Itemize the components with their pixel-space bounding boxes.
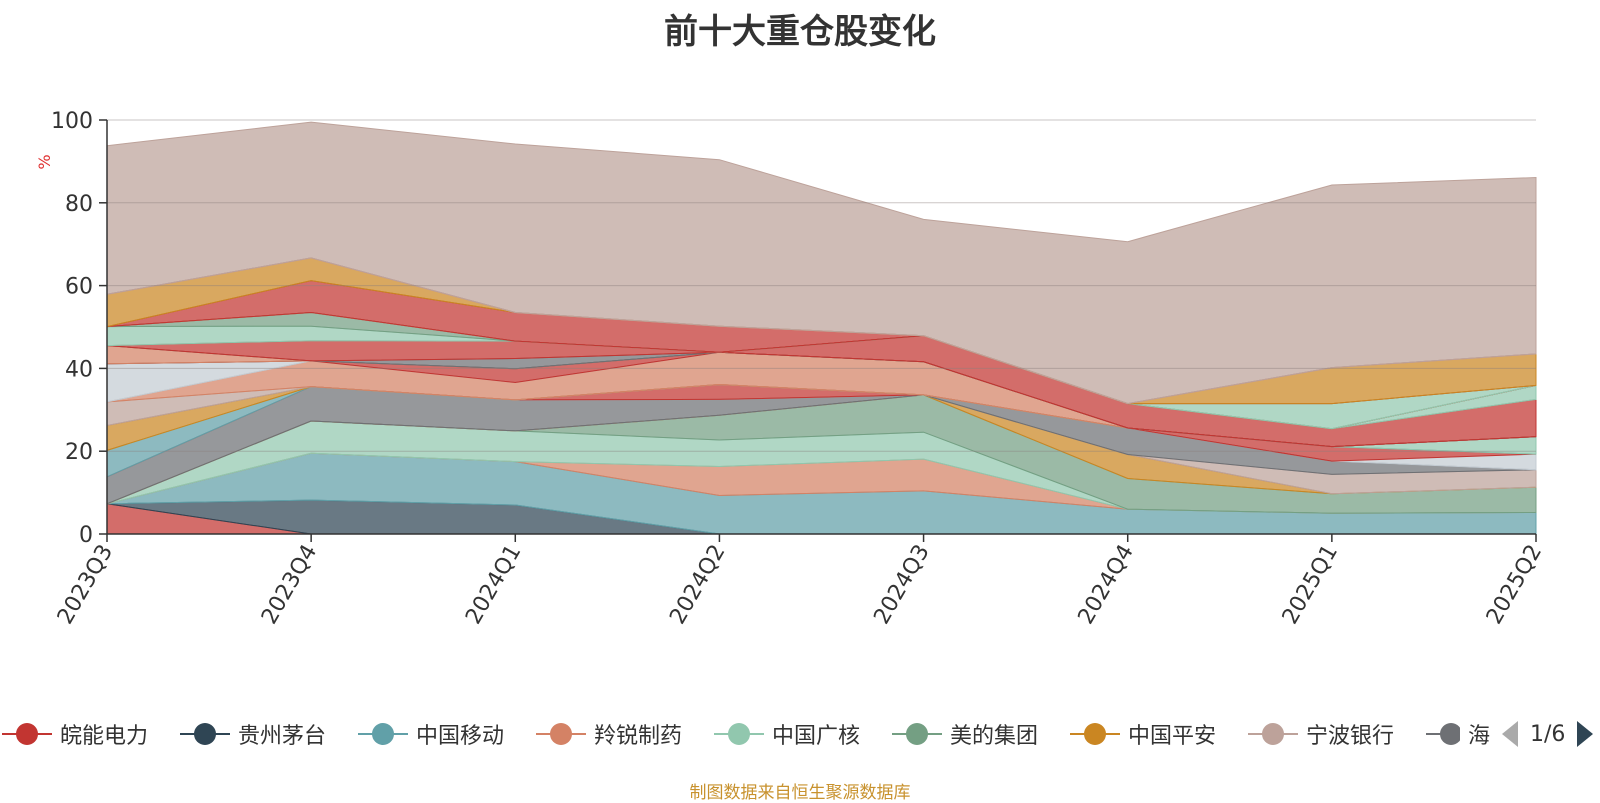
x-tick-label: 2023Q4 [257, 541, 322, 629]
legend-marker-icon [1248, 723, 1298, 745]
x-tick-label: 2025Q2 [1482, 541, 1547, 629]
legend: 皖能电力 贵州茅台 中国移动 羚锐制药 中国广核 美的集团 中国平安 宁波银行 海 1/6 [0, 712, 1600, 756]
legend-marker-icon [892, 723, 942, 745]
legend-label: 美的集团 [950, 724, 1039, 749]
legend-item[interactable]: 皖能电力 [2, 712, 148, 756]
y-tick-label: 0 [79, 523, 93, 548]
legend-pager: 1/6 [1500, 718, 1595, 750]
y-tick-label: 80 [65, 192, 93, 217]
legend-item[interactable]: 贵州茅台 [180, 712, 326, 756]
legend-marker-icon [714, 723, 764, 745]
legend-item[interactable]: 羚锐制药 [536, 712, 682, 756]
legend-item[interactable]: 宁波银行 [1248, 712, 1394, 756]
legend-marker-icon [180, 723, 230, 745]
triangle-right-icon[interactable] [1575, 719, 1595, 749]
y-tick-label: 20 [65, 440, 93, 465]
legend-marker-icon [358, 723, 408, 745]
legend-marker-icon [1426, 723, 1460, 745]
legend-label: 羚锐制药 [594, 724, 683, 749]
y-axis-label: % [35, 154, 54, 169]
legend-marker-icon [536, 723, 586, 745]
y-tick-label: 60 [65, 275, 93, 300]
chart-title: 前十大重仓股变化 [664, 12, 936, 52]
triangle-left-icon[interactable] [1500, 719, 1520, 749]
x-tick-label: 2024Q4 [1074, 541, 1139, 629]
legend-label: 皖能电力 [60, 724, 149, 749]
chart-area: 0 20 40 60 80 100 2023Q3 2023Q4 2024Q1 2024Q2 2024… [35, 109, 1547, 629]
x-tick-label: 2024Q1 [461, 541, 526, 629]
legend-item[interactable]: 中国广核 [714, 712, 860, 756]
area-layers [106, 121, 1537, 535]
gridlines [107, 119, 1536, 452]
legend-marker-icon [2, 723, 52, 745]
legend-page-indicator: 1/6 [1530, 721, 1566, 747]
legend-item[interactable]: 中国平安 [1070, 712, 1216, 756]
legend-item[interactable]: 美的集团 [892, 712, 1038, 756]
legend-item[interactable]: 中国移动 [358, 712, 504, 756]
legend-label: 中国移动 [416, 724, 505, 749]
y-tick-label: 40 [65, 357, 93, 382]
y-tick-label: 100 [51, 109, 93, 134]
x-tick-label: 2025Q1 [1278, 541, 1343, 629]
legend-label: 宁波银行 [1306, 724, 1395, 749]
legend-label: 中国广核 [772, 724, 861, 749]
x-tick-label: 2024Q3 [869, 541, 934, 629]
legend-item[interactable]: 海 [1426, 712, 1490, 756]
legend-label: 海 [1467, 724, 1490, 749]
area-32[interactable] [106, 121, 1537, 405]
source-note: 制图数据来自恒生聚源数据库 [689, 783, 911, 803]
legend-marker-icon [1070, 723, 1120, 745]
legend-label: 贵州茅台 [238, 724, 327, 749]
x-tick-label: 2024Q2 [665, 541, 730, 629]
x-tick-label: 2023Q3 [53, 541, 118, 629]
legend-label: 中国平安 [1128, 724, 1217, 749]
